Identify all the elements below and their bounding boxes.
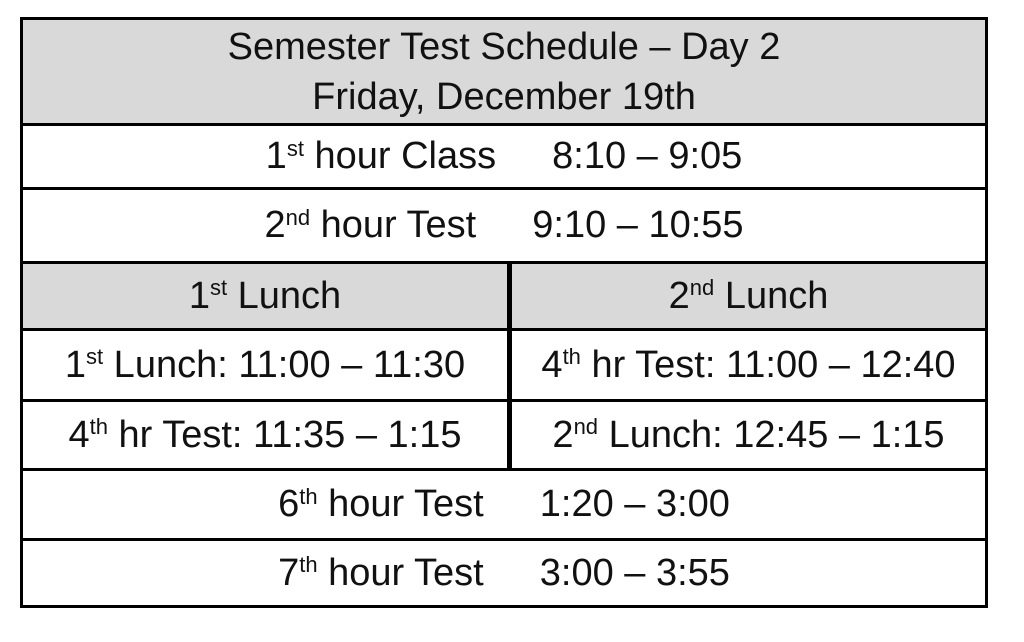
- slot-label: 6th hour Test: [278, 483, 484, 526]
- ordinal-number: 1: [188, 274, 210, 317]
- slot-text: Lunch: [227, 274, 342, 317]
- slot-label: 1st Lunch: [189, 275, 341, 318]
- slot-text: Lunch: 11:00 – 11:30: [103, 343, 466, 386]
- slot-text: hour Class: [303, 135, 497, 177]
- row-6th-hour-test: 6th hour Test 1:20 – 3:00: [23, 471, 985, 541]
- ordinal-suffix: st: [286, 135, 304, 161]
- slot-text: hour Test: [317, 551, 484, 594]
- slot-text: hour Test: [317, 483, 484, 525]
- cell-4th-hr-test-second-lunch: 4th hr Test: 11:35 – 1:15: [23, 402, 507, 468]
- ordinal-suffix: st: [209, 275, 228, 301]
- ordinal-suffix: st: [86, 344, 104, 370]
- ordinal-suffix: nd: [573, 414, 599, 440]
- ordinal-suffix: nd: [689, 275, 715, 301]
- title-line-1: Semester Test Schedule – Day 2: [227, 25, 781, 68]
- semester-test-schedule-table: Semester Test Schedule – Day 2 Friday, D…: [20, 17, 988, 608]
- ordinal-suffix: th: [89, 414, 108, 440]
- slot-label: 1st hour Class: [266, 135, 496, 178]
- ordinal-suffix: th: [562, 344, 581, 370]
- slot-label: 7th hour Test: [278, 552, 484, 595]
- ordinal-number: 1: [265, 135, 287, 177]
- cell-first-lunch-time: 1st Lunch: 11:00 – 11:30: [23, 331, 507, 399]
- ordinal-number: 6: [278, 483, 300, 525]
- slot-label: 2nd Lunch: 12:45 – 1:15: [552, 414, 944, 457]
- slot-label: 2nd Lunch: [669, 275, 829, 318]
- cell-4th-hr-test-first-lunch: 4th hr Test: 11:00 – 12:40: [507, 331, 985, 399]
- ordinal-suffix: th: [299, 552, 318, 578]
- row-2nd-hour-test: 2nd hour Test 9:10 – 10:55: [23, 190, 985, 264]
- row-7th-hour-test: 7th hour Test 3:00 – 3:55: [23, 541, 985, 605]
- slot-text: Lunch: 12:45 – 1:15: [598, 413, 945, 456]
- slot-text: hr Test: 11:35 – 1:15: [107, 413, 462, 456]
- slot-time: 9:10 – 10:55: [532, 204, 744, 246]
- title-line-2: Friday, December 19th: [312, 75, 696, 118]
- cell-second-lunch-header: 2nd Lunch: [507, 264, 985, 328]
- ordinal-number: 2: [264, 204, 286, 246]
- cell-second-lunch-time: 2nd Lunch: 12:45 – 1:15: [507, 402, 985, 468]
- slot-label: 1st Lunch: 11:00 – 11:30: [65, 344, 465, 387]
- slot-text: Lunch: [714, 274, 829, 317]
- slot-time: 8:10 – 9:05: [552, 135, 743, 177]
- slot-text: hour Test: [310, 204, 477, 246]
- cell-first-lunch-header: 1st Lunch: [23, 264, 507, 328]
- ordinal-number: 7: [278, 551, 300, 594]
- row-lunch-slot-2: 4th hr Test: 11:35 – 1:15 2nd Lunch: 12:…: [23, 402, 985, 471]
- slot-label: 4th hr Test: 11:00 – 12:40: [541, 344, 955, 387]
- ordinal-number: 4: [541, 343, 563, 386]
- ordinal-number: 2: [552, 413, 574, 456]
- ordinal-number: 4: [68, 413, 90, 456]
- ordinal-number: 1: [64, 343, 86, 386]
- row-lunch-slot-1: 1st Lunch: 11:00 – 11:30 4th hr Test: 11…: [23, 331, 985, 402]
- slot-label: 4th hr Test: 11:35 – 1:15: [68, 414, 461, 457]
- ordinal-number: 2: [668, 274, 690, 317]
- slot-text: hr Test: 11:00 – 12:40: [580, 343, 956, 386]
- slot-time: 3:00 – 3:55: [539, 551, 730, 594]
- row-lunch-headers: 1st Lunch 2nd Lunch: [23, 264, 985, 331]
- ordinal-suffix: nd: [285, 204, 311, 230]
- slot-label: 2nd hour Test: [264, 204, 476, 247]
- table-title-header: Semester Test Schedule – Day 2 Friday, D…: [23, 20, 985, 126]
- row-1st-hour-class: 1st hour Class 8:10 – 9:05: [23, 126, 985, 190]
- ordinal-suffix: th: [299, 483, 318, 509]
- slot-time: 1:20 – 3:00: [539, 483, 730, 525]
